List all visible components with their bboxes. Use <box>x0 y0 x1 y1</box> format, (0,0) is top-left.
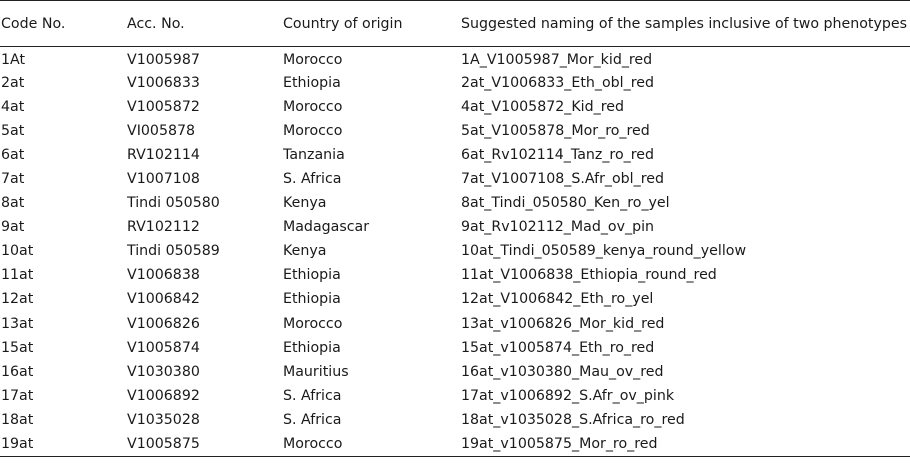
cell-sample-name: 7at_V1007108_S.Afr_obl_red <box>461 171 664 188</box>
table-row: 10at Tindi 050589 Kenya 10at_Tindi_050589_k… <box>0 239 910 263</box>
cell-sample-name: 9at_Rv102112_Mad_ov_pin <box>461 219 655 236</box>
table-row: 6at RV102114 Tanzania 6at_Rv102114_Tanz_ro_… <box>0 143 910 167</box>
cell-acc-no: V1005872 <box>127 98 200 115</box>
cell-code-no: 8at <box>1 195 25 212</box>
cell-country: Kenya <box>283 243 327 260</box>
cell-acc-no: V1005874 <box>127 339 200 356</box>
cell-code-no: 12at <box>1 291 34 308</box>
table-body: 1At V1005987 Morocco 1A_V1005987_Mor_kid_re… <box>0 47 910 457</box>
cell-acc-no: V1006842 <box>127 291 200 308</box>
cell-sample-name: 18at_v1035028_S.Africa_ro_red <box>461 411 685 428</box>
cell-sample-name: 6at_Rv102114_Tanz_ro_red <box>461 146 654 163</box>
table-row: 18at V1035028 S. Africa 18at_v1035028_S.Afr… <box>0 408 910 432</box>
cell-acc-no: RV102114 <box>127 146 200 163</box>
table-row: 9at RV102112 Madagascar 9at_Rv102112_Mad_ov… <box>0 215 910 239</box>
cell-acc-no: V1006838 <box>127 267 200 284</box>
samples-table: Code No. Acc. No. Country of origin Sugg… <box>0 0 910 457</box>
cell-acc-no: V1035028 <box>127 411 200 428</box>
cell-country: Morocco <box>283 432 461 457</box>
cell-sample-name: 4at_V1005872_Kid_red <box>461 98 624 115</box>
samples-table-container: Code No. Acc. No. Country of origin Sugg… <box>0 0 910 457</box>
cell-country: Madagascar <box>283 219 370 236</box>
header-acc-no: Acc. No. <box>127 0 283 47</box>
cell-country: Ethiopia <box>283 74 341 91</box>
table-row: 7at V1007108 S. Africa 7at_V1007108_S.Afr_o… <box>0 167 910 191</box>
cell-code-no: 9at <box>1 219 25 236</box>
cell-code-no: 16at <box>1 363 34 380</box>
header-row: Code No. Acc. No. Country of origin Sugg… <box>0 0 910 47</box>
cell-country: S. Africa <box>283 411 342 428</box>
table-row: 17at V1006892 S. Africa 17at_v1006892_S.Afr… <box>0 384 910 408</box>
table-row: 11at V1006838 Ethiopia 11at_V1006838_Ethiop… <box>0 263 910 287</box>
table-row: 15at V1005874 Ethiopia 15at_v1005874_Eth_ro… <box>0 336 910 360</box>
cell-sample-name: 11at_V1006838_Ethiopia_round_red <box>461 267 717 284</box>
cell-code-no: 13at <box>1 315 34 332</box>
header-code-no: Code No. <box>0 0 127 47</box>
cell-code-no: 2at <box>1 74 25 91</box>
cell-country: Ethiopia <box>283 267 341 284</box>
cell-country: Kenya <box>283 195 327 212</box>
table-row: 13at V1006826 Morocco 13at_v1006826_Mor_kid… <box>0 312 910 336</box>
cell-code-no: 18at <box>1 411 34 428</box>
cell-sample-name: 2at_V1006833_Eth_obl_red <box>461 74 654 91</box>
cell-acc-no: V1006892 <box>127 387 200 404</box>
cell-sample-name: 1A_V1005987_Mor_kid_red <box>461 51 653 68</box>
cell-acc-no: RV102112 <box>127 219 200 236</box>
table-row: 2at V1006833 Ethiopia 2at_V1006833_Eth_obl_… <box>0 71 910 95</box>
cell-code-no: 10at <box>1 243 34 260</box>
cell-country: Tanzania <box>283 146 345 163</box>
cell-sample-name: 17at_v1006892_S.Afr_ov_pink <box>461 387 675 404</box>
cell-sample-name: 10at_Tindi_050589_kenya_round_yellow <box>461 243 747 260</box>
cell-code-no: 11at <box>1 267 34 284</box>
cell-country: Mauritius <box>283 363 349 380</box>
cell-code-no: 17at <box>1 387 34 404</box>
cell-country: Morocco <box>283 315 343 332</box>
table-row: 4at V1005872 Morocco 4at_V1005872_Kid_red <box>0 95 910 119</box>
cell-sample-name: 12at_V1006842_Eth_ro_yel <box>461 291 654 308</box>
header-country-of-origin: Country of origin <box>283 0 461 47</box>
cell-country: S. Africa <box>283 387 342 404</box>
table-row: 5at VI005878 Morocco 5at_V1005878_Mor_ro_re… <box>0 119 910 143</box>
cell-sample-name: 13at_v1006826_Mor_kid_red <box>461 315 665 332</box>
cell-sample-name: 19at_v1005875_Mor_ro_red <box>461 432 910 457</box>
cell-acc-no: V1030380 <box>127 363 200 380</box>
cell-sample-name: 15at_v1005874_Eth_ro_red <box>461 339 655 356</box>
cell-acc-no: Tindi 050580 <box>127 195 220 212</box>
cell-country: Morocco <box>283 98 343 115</box>
cell-code-no: 19at <box>0 432 127 457</box>
table-header: Code No. Acc. No. Country of origin Sugg… <box>0 0 910 47</box>
cell-acc-no: Tindi 050589 <box>127 243 220 260</box>
cell-acc-no: V1007108 <box>127 171 200 188</box>
table-row: 1At V1005987 Morocco 1A_V1005987_Mor_kid_re… <box>0 47 910 71</box>
cell-acc-no: V1006826 <box>127 315 200 332</box>
cell-country: Morocco <box>283 122 343 139</box>
cell-code-no: 1At <box>1 51 26 68</box>
cell-sample-name: 16at_v1030380_Mau_ov_red <box>461 363 664 380</box>
cell-acc-no: V1005987 <box>127 51 200 68</box>
cell-code-no: 5at <box>1 122 25 139</box>
cell-code-no: 4at <box>1 98 25 115</box>
cell-code-no: 15at <box>1 339 34 356</box>
cell-acc-no: VI005878 <box>127 122 196 139</box>
cell-country: Ethiopia <box>283 291 341 308</box>
cell-sample-name: 5at_V1005878_Mor_ro_red <box>461 122 650 139</box>
header-suggested-naming: Suggested naming of the samples inclusiv… <box>461 0 910 47</box>
table-row: 8at Tindi 050580 Kenya 8at_Tindi_050580_Ken… <box>0 191 910 215</box>
cell-sample-name: 8at_Tindi_050580_Ken_ro_yel <box>461 195 670 212</box>
cell-acc-no: V1006833 <box>127 74 200 91</box>
cell-country: S. Africa <box>283 171 342 188</box>
cell-code-no: 7at <box>1 171 25 188</box>
cell-code-no: 6at <box>1 146 25 163</box>
table-row: 16at V1030380 Mauritius 16at_v1030380_Mau_o… <box>0 360 910 384</box>
cell-country: Ethiopia <box>283 339 341 356</box>
cell-country: Morocco <box>283 51 343 68</box>
table-row: 12at V1006842 Ethiopia 12at_V1006842_Eth_ro… <box>0 287 910 311</box>
cell-acc-no: V1005875 <box>127 432 283 457</box>
table-row: 19at V1005875 Morocco 19at_v1005875_Mor_ro_… <box>0 432 910 457</box>
